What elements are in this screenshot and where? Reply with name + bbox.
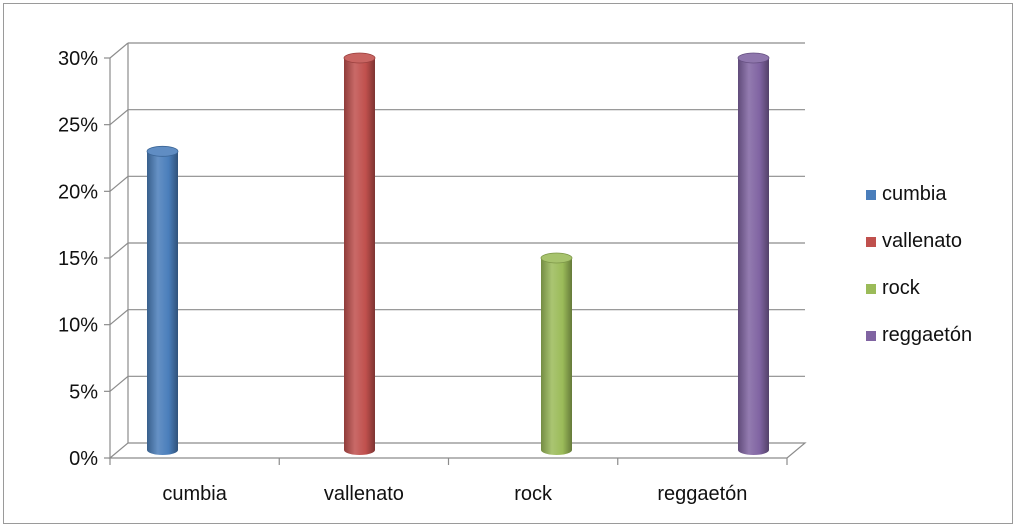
bar-body bbox=[344, 58, 375, 455]
legend-item-rock: rock bbox=[866, 277, 921, 299]
legend-item-vallenato: vallenato bbox=[866, 230, 962, 252]
legend-swatch bbox=[866, 237, 876, 247]
bar-body bbox=[738, 58, 769, 455]
x-tick-label: reggaetón bbox=[657, 483, 747, 505]
bars bbox=[146, 52, 770, 456]
bar-top bbox=[540, 252, 573, 264]
gridline-side bbox=[109, 109, 129, 126]
y-axis: 0% 5% 10% 15% 20% 25% 30% bbox=[58, 48, 110, 470]
chart-floor bbox=[108, 442, 807, 459]
legend-label: cumbia bbox=[882, 183, 947, 205]
x-tick-label: cumbia bbox=[162, 483, 227, 505]
chart-walls bbox=[108, 43, 807, 459]
y-tick-label: 15% bbox=[58, 248, 98, 270]
legend-swatch bbox=[866, 331, 876, 341]
bar-top bbox=[146, 145, 179, 157]
bar-cumbia bbox=[146, 145, 179, 456]
x-axis: cumbia vallenato rock reggaetón bbox=[109, 458, 788, 505]
gridline-side bbox=[109, 175, 129, 192]
y-tick-label: 10% bbox=[58, 315, 98, 337]
legend-label: rock bbox=[882, 277, 921, 299]
bar-reggaetón bbox=[737, 52, 770, 455]
y-tick-label: 20% bbox=[58, 181, 98, 203]
gridline-side bbox=[109, 242, 129, 259]
legend-swatch bbox=[866, 190, 876, 200]
bar-body bbox=[147, 151, 178, 456]
bar-body bbox=[541, 258, 572, 455]
legend-swatch bbox=[866, 284, 876, 294]
legend-item-reggaetón: reggaetón bbox=[866, 324, 972, 346]
bar-top bbox=[737, 52, 770, 64]
y-tick-label: 25% bbox=[58, 115, 98, 137]
legend-label: vallenato bbox=[882, 230, 962, 252]
bar-vallenato bbox=[343, 52, 376, 455]
x-tick-label: vallenato bbox=[324, 483, 404, 505]
gridline-side bbox=[109, 375, 129, 392]
gridline-side bbox=[109, 42, 129, 59]
y-tick-label: 0% bbox=[69, 448, 98, 470]
legend: cumbia vallenato rock reggaetón bbox=[866, 183, 972, 346]
y-tick-label: 30% bbox=[58, 48, 98, 70]
y-tick-label: 5% bbox=[69, 381, 98, 403]
legend-label: reggaetón bbox=[882, 324, 972, 346]
gridline-side bbox=[109, 309, 129, 326]
legend-item-cumbia: cumbia bbox=[866, 183, 947, 205]
gridlines bbox=[109, 42, 805, 392]
bar-rock bbox=[540, 252, 573, 455]
bar-top bbox=[343, 52, 376, 64]
x-tick-label: rock bbox=[514, 483, 553, 505]
